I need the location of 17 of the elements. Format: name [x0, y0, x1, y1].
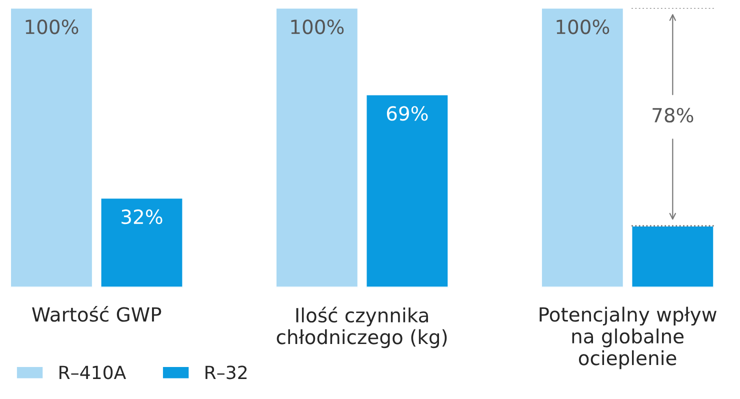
bar	[100, 197, 184, 288]
data-label: 100%	[556, 19, 610, 34]
bar	[275, 8, 359, 288]
data-label: 100%	[291, 19, 344, 34]
legend-label: R–410A	[60, 366, 126, 380]
bar	[540, 8, 624, 288]
annotation: 78%	[652, 108, 694, 123]
bar	[365, 94, 450, 288]
x-tick-label: Potencjalny wpływ na globalne ocieplenie	[540, 306, 716, 370]
x-tick-label: Ilość czynnika chłodniczego (kg)	[276, 306, 447, 348]
bar	[630, 225, 715, 288]
data-label: 32%	[122, 209, 162, 224]
bar	[10, 8, 94, 288]
data-label: 69%	[386, 106, 428, 121]
legend-label: R–32	[206, 366, 247, 380]
data-label: 100%	[26, 19, 78, 34]
x-tick-label: Wartość GWP	[32, 306, 162, 322]
